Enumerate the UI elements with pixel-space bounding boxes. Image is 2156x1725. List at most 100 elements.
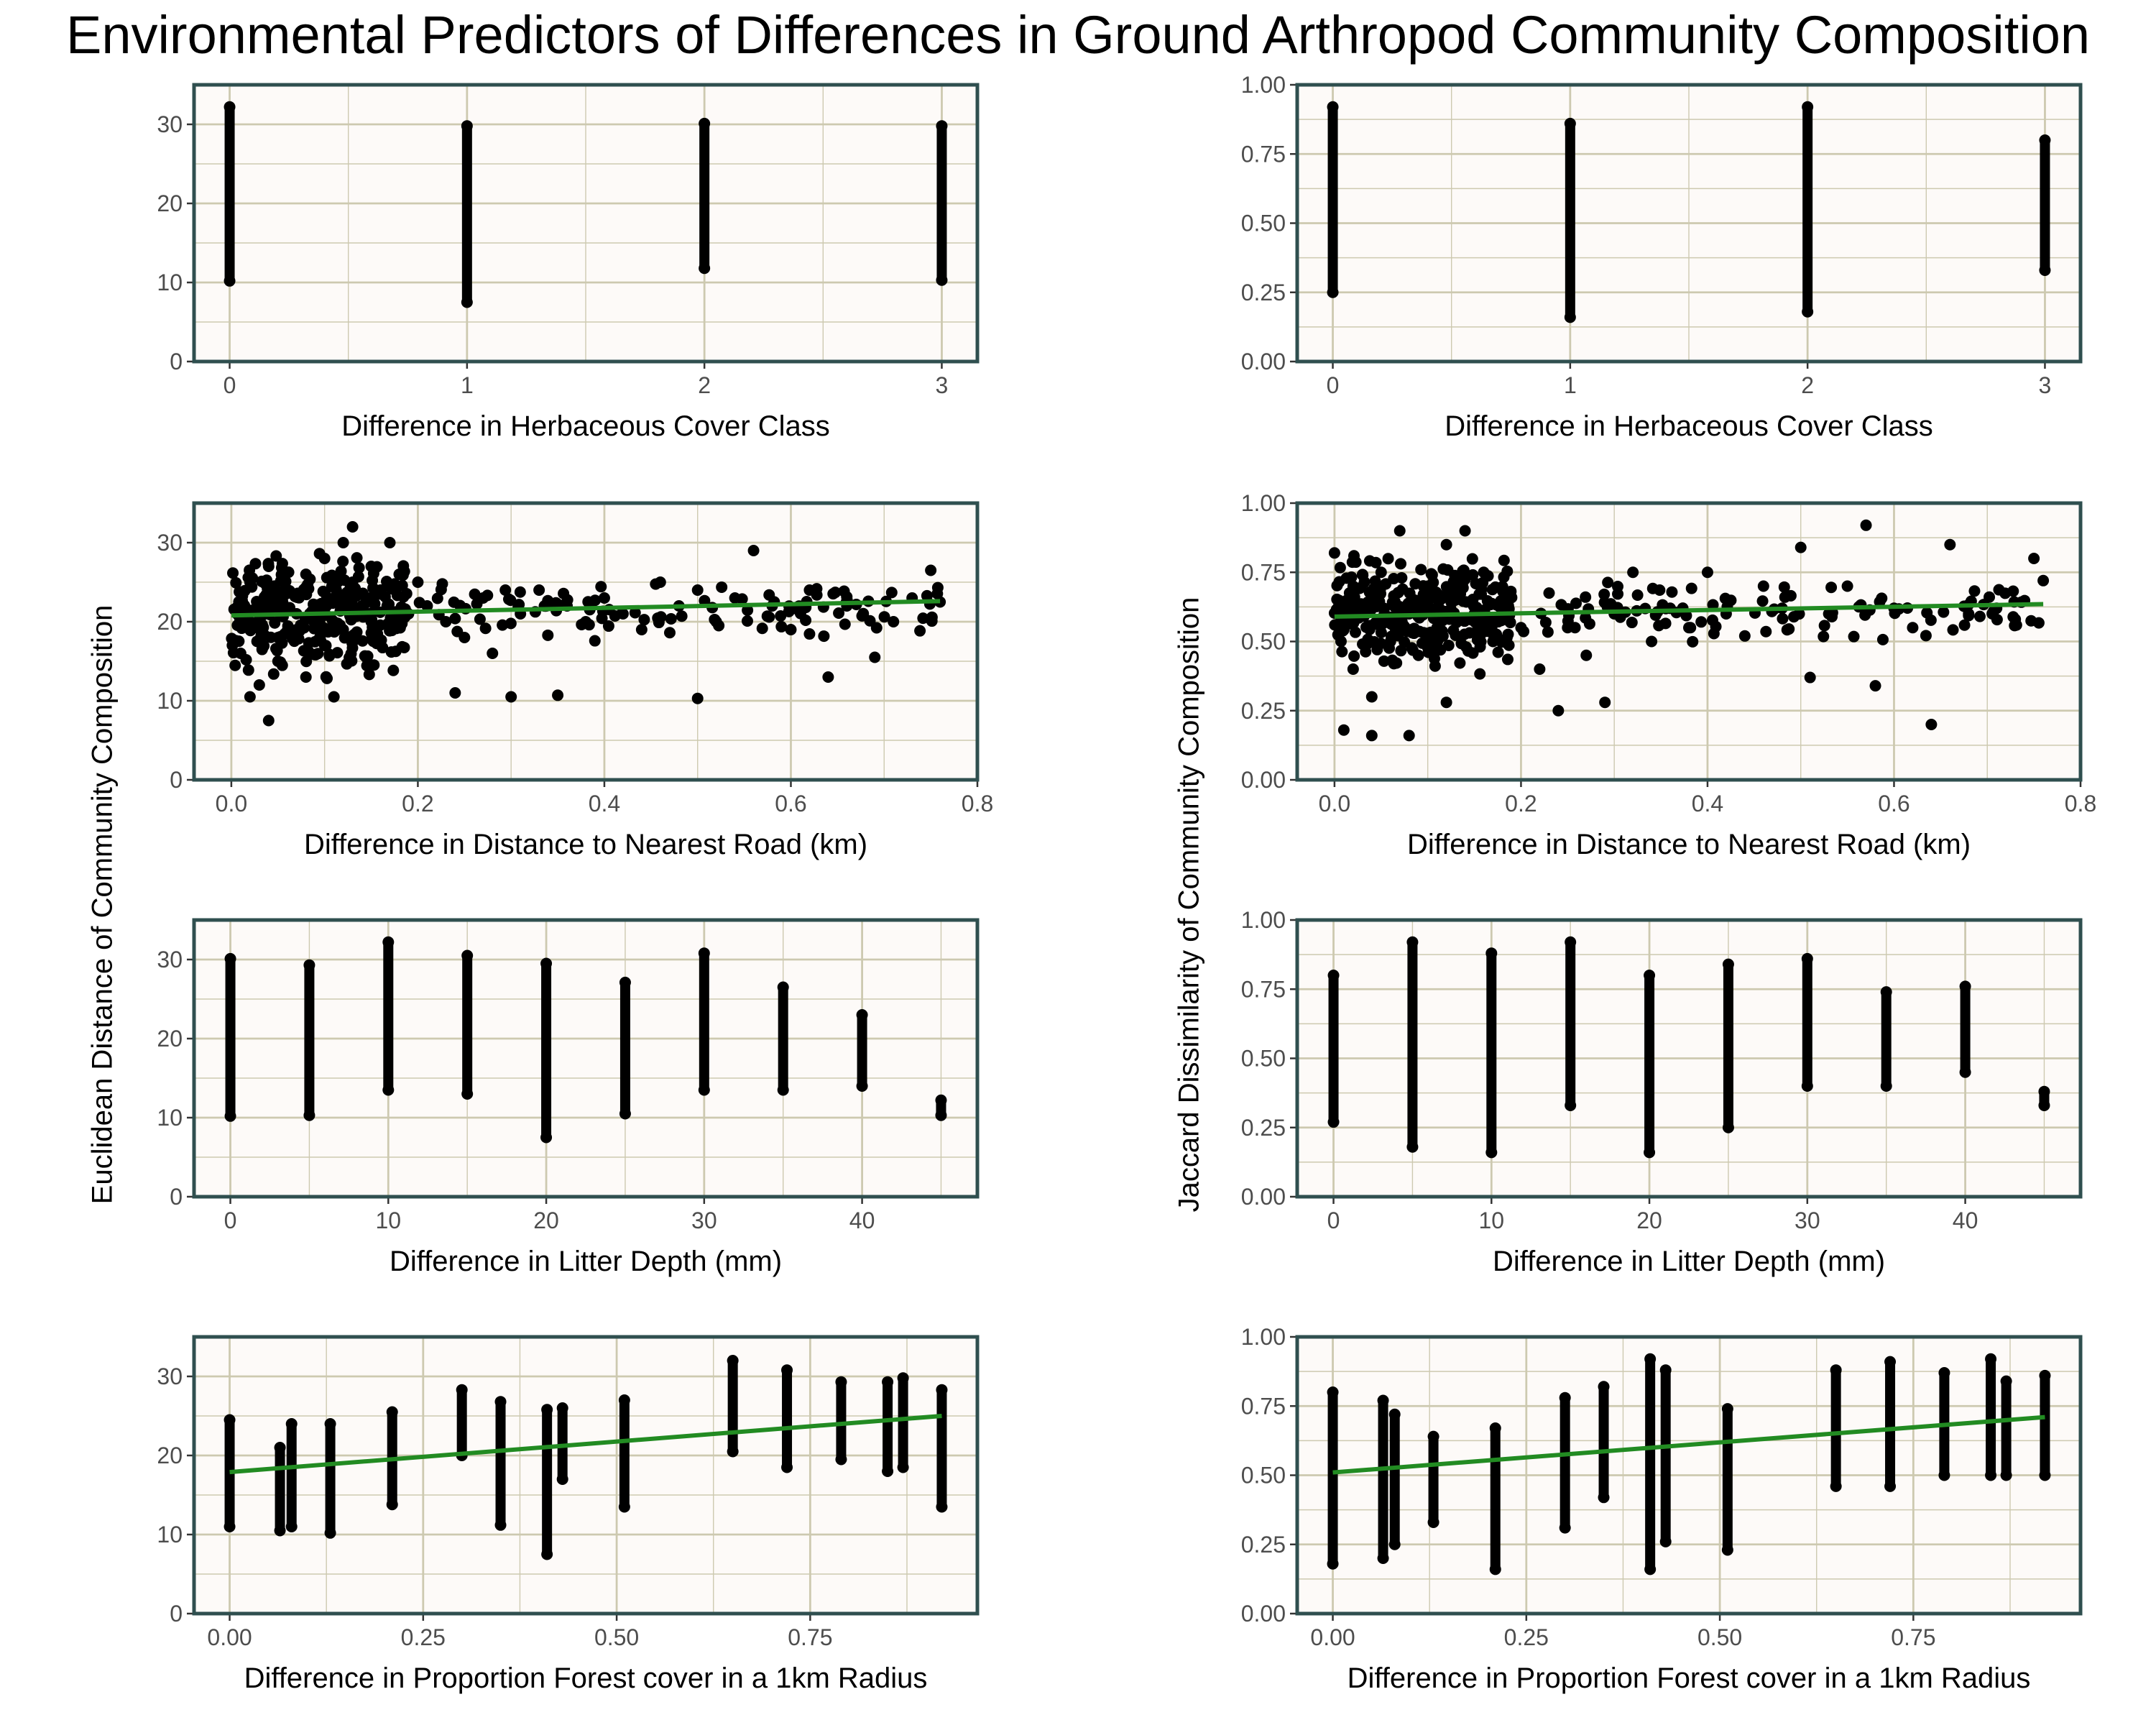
data-point — [1825, 581, 1838, 594]
data-point — [316, 626, 328, 638]
data-point — [328, 691, 340, 703]
x-axis-label: Difference in Herbaceous Cover Class — [341, 410, 830, 442]
data-point — [1907, 622, 1919, 634]
data-point — [236, 594, 248, 607]
data-point — [1506, 592, 1518, 604]
data-point — [1421, 594, 1433, 606]
panel-litter-jac: 0 10 20 30 40 0.00 0.25 0.50 0.75 1.00 Difference … — [1241, 907, 2083, 1277]
data-point — [346, 642, 359, 654]
points-road-euc — [226, 521, 946, 727]
data-point — [1396, 615, 1408, 627]
data-point — [1496, 581, 1508, 593]
x-tick-label: 0.2 — [1505, 791, 1537, 816]
y-tick-label: 0.00 — [1241, 1184, 1286, 1210]
data-point — [1406, 936, 1419, 948]
data-point — [1467, 647, 1479, 659]
data-point — [367, 574, 379, 586]
data-point — [313, 548, 326, 560]
data-point — [936, 120, 948, 132]
y-tick-label: 30 — [157, 530, 183, 556]
x-tick-label: 40 — [849, 1208, 875, 1233]
points-forest-jac — [1327, 1353, 2051, 1576]
panel-border — [192, 83, 980, 364]
data-point — [1738, 630, 1751, 642]
data-point — [856, 1080, 868, 1092]
data-point — [461, 1088, 474, 1100]
data-point — [925, 564, 937, 576]
data-point — [931, 588, 944, 600]
data-point — [502, 593, 515, 605]
data-point — [619, 976, 631, 988]
data-point — [469, 588, 481, 600]
data-point — [589, 594, 602, 607]
data-point — [857, 607, 870, 620]
data-point — [556, 1473, 568, 1485]
x-tick-label: 0.50 — [1697, 1624, 1742, 1650]
panel-border — [1295, 501, 2083, 782]
panel-border — [192, 501, 980, 782]
x-tick-label: 0.4 — [589, 791, 620, 816]
data-point — [280, 576, 292, 588]
data-point — [736, 593, 748, 605]
data-point — [277, 600, 290, 612]
data-point — [1869, 680, 1881, 692]
x-axis-label: Difference in Proportion Forest cover in… — [244, 1662, 928, 1694]
data-point — [691, 692, 704, 704]
data-point — [497, 619, 509, 631]
data-point — [308, 615, 320, 627]
data-point — [382, 936, 395, 948]
data-point — [373, 638, 385, 650]
x-tick-label: 3 — [936, 372, 949, 398]
data-point — [1993, 584, 2005, 596]
data-point — [1559, 1522, 1571, 1534]
data-point — [1830, 1480, 1842, 1492]
data-point — [1328, 547, 1340, 559]
data-point — [1598, 588, 1611, 600]
data-point — [1389, 596, 1401, 608]
data-point — [716, 581, 728, 593]
data-point — [397, 560, 410, 572]
x-tick-label: 0 — [1327, 1208, 1340, 1233]
data-point — [1779, 591, 1791, 603]
data-point — [1375, 626, 1387, 638]
data-point — [1925, 614, 1937, 626]
data-point — [257, 601, 270, 613]
data-point — [1889, 607, 1901, 620]
data-point — [258, 591, 270, 603]
data-point — [619, 1108, 631, 1120]
x-tick-label: 30 — [1795, 1208, 1820, 1233]
x-tick-label: 0.50 — [594, 1624, 639, 1650]
y-tick-label: 1.00 — [1241, 1324, 1286, 1350]
data-point — [1564, 117, 1576, 129]
data-point — [1422, 646, 1434, 658]
data-point — [1393, 525, 1406, 537]
data-point — [1602, 576, 1614, 589]
data-point — [781, 1364, 793, 1376]
data-point — [224, 101, 236, 113]
data-point — [609, 610, 621, 622]
data-point — [514, 586, 526, 598]
data-point — [1959, 1066, 1971, 1078]
data-point — [676, 610, 688, 622]
data-point — [1599, 696, 1611, 709]
data-point — [602, 620, 614, 632]
data-point — [835, 1453, 847, 1466]
data-point — [777, 1084, 789, 1096]
data-point — [1985, 1353, 1997, 1365]
data-point — [256, 643, 268, 656]
data-point — [897, 1461, 909, 1473]
x-tick-label: 0.4 — [1692, 791, 1723, 816]
data-point — [1454, 657, 1466, 669]
data-point — [1382, 553, 1394, 565]
data-point — [882, 1466, 894, 1477]
data-point — [474, 613, 486, 625]
y-tick-label: 20 — [157, 1026, 183, 1052]
data-point — [224, 952, 236, 965]
data-point — [839, 618, 851, 630]
data-point — [1376, 615, 1388, 627]
data-point — [1485, 1146, 1498, 1159]
data-point — [1795, 541, 1807, 553]
data-point — [308, 648, 321, 661]
data-point — [635, 624, 648, 635]
